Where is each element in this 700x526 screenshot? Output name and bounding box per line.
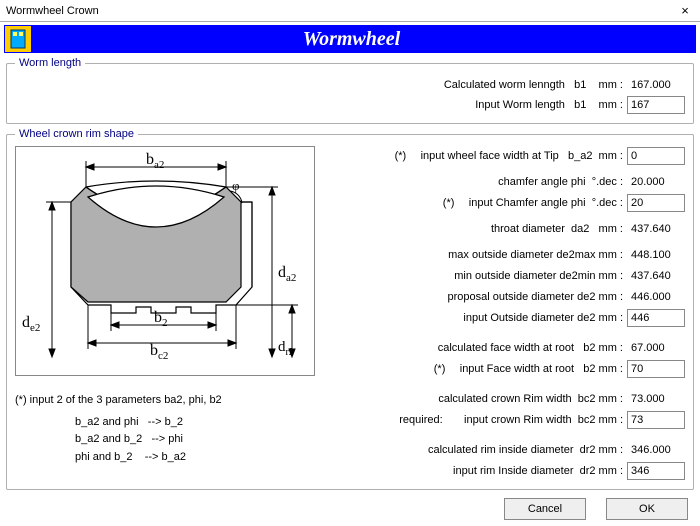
- window-title: Wormwheel Crown: [6, 5, 676, 17]
- rim-inside-dia-field[interactable]: [627, 462, 685, 480]
- input-worm-length-label: Input Worm length b1 mm :: [475, 99, 623, 111]
- hint-line: b_a2 and phi --> b_2: [15, 414, 315, 432]
- param-label: throat diameter da2 mm :: [491, 223, 623, 235]
- star-marker: (*): [443, 197, 465, 209]
- param-label: calculated face width at root b2 mm :: [438, 342, 623, 354]
- svg-text:φ: φ: [232, 178, 240, 193]
- dr2-calc-value: 346.000: [627, 444, 685, 456]
- de2min-value: 437.640: [627, 270, 685, 282]
- window-titlebar: Wormwheel Crown ×: [0, 0, 700, 22]
- param-row: input Outside diameter de2 mm :: [323, 308, 685, 328]
- param-label: calculated rim inside diameter dr2 mm :: [428, 444, 623, 456]
- calc-worm-length-value: 167.000: [627, 79, 685, 91]
- crown-shape-legend: Wheel crown rim shape: [15, 128, 138, 140]
- param-row: min outside diameter de2min mm : 437.640: [323, 266, 685, 286]
- bc2-calc-value: 73.000: [627, 393, 685, 405]
- worm-length-group: Worm length Calculated worm lenngth b1 m…: [6, 57, 694, 124]
- dialog-buttons: Cancel OK: [0, 494, 700, 526]
- chamfer-angle-value: 20.000: [627, 176, 685, 188]
- param-row: required: input crown Rim width bc2 mm :: [323, 410, 685, 430]
- worm-length-legend: Worm length: [15, 57, 85, 69]
- face-width-tip-field[interactable]: [627, 147, 685, 165]
- app-banner: Wormwheel: [4, 25, 696, 53]
- de2-proposal-value: 446.000: [627, 291, 685, 303]
- param-label: max outside diameter de2max mm :: [448, 249, 623, 261]
- param-label: input Face width at root b2 mm :: [460, 363, 623, 375]
- crown-params: (*) input wheel face width at Tip b_a2 m…: [323, 146, 685, 481]
- crown-shape-group: Wheel crown rim shape: [6, 128, 694, 490]
- param-row: chamfer angle phi °.dec : 20.000: [323, 172, 685, 192]
- face-width-root-field[interactable]: [627, 360, 685, 378]
- param-row: max outside diameter de2max mm : 448.100: [323, 245, 685, 265]
- app-name: Wormwheel: [37, 28, 696, 51]
- param-label: required: input crown Rim width bc2 mm :: [399, 414, 623, 426]
- param-row: calculated rim inside diameter dr2 mm : …: [323, 440, 685, 460]
- parameter-hint: (*) input 2 of the 3 parameters ba2, phi…: [15, 392, 315, 466]
- svg-text:ba2: ba2: [146, 151, 164, 171]
- param-label: calculated crown Rim width bc2 mm :: [438, 393, 623, 405]
- svg-text:da2: da2: [278, 264, 296, 284]
- param-label: proposal outside diameter de2 mm :: [448, 291, 623, 303]
- param-row: (*) input wheel face width at Tip b_a2 m…: [323, 146, 685, 166]
- calc-worm-length-label: Calculated worm lenngth b1 mm :: [444, 79, 623, 91]
- param-label: min outside diameter de2min mm :: [454, 270, 623, 282]
- hint-line: b_a2 and b_2 --> phi: [15, 431, 315, 449]
- param-row: proposal outside diameter de2 mm : 446.0…: [323, 287, 685, 307]
- close-icon[interactable]: ×: [676, 3, 694, 18]
- crown-rim-width-field[interactable]: [627, 411, 685, 429]
- param-row: input rim Inside diameter dr2 mm :: [323, 461, 685, 481]
- param-label: input rim Inside diameter dr2 mm :: [453, 465, 623, 477]
- param-row: throat diameter da2 mm : 437.640: [323, 219, 685, 239]
- param-label: input Outside diameter de2 mm :: [463, 312, 623, 324]
- param-row: (*) input Face width at root b2 mm :: [323, 359, 685, 379]
- hint-line: phi and b_2 --> b_a2: [15, 449, 315, 467]
- input-worm-length-field[interactable]: [627, 96, 685, 114]
- svg-text:dr2: dr2: [278, 339, 294, 358]
- star-marker: (*): [395, 150, 417, 162]
- cancel-button[interactable]: Cancel: [504, 498, 586, 520]
- chamfer-angle-field[interactable]: [627, 194, 685, 212]
- b2-calc-value: 67.000: [627, 342, 685, 354]
- param-row: calculated face width at root b2 mm : 67…: [323, 338, 685, 358]
- svg-text:de2: de2: [22, 314, 40, 334]
- throat-dia-value: 437.640: [627, 223, 685, 235]
- param-label: chamfer angle phi °.dec :: [498, 176, 623, 188]
- ok-button[interactable]: OK: [606, 498, 688, 520]
- app-logo-icon: [5, 26, 31, 52]
- outside-dia-field[interactable]: [627, 309, 685, 327]
- de2max-value: 448.100: [627, 249, 685, 261]
- param-row: calculated crown Rim width bc2 mm : 73.0…: [323, 389, 685, 409]
- crown-diagram: ba2 φ b2: [15, 146, 315, 376]
- param-label: input wheel face width at Tip b_a2 mm :: [421, 150, 623, 162]
- param-label: input Chamfer angle phi °.dec :: [469, 197, 623, 209]
- star-marker: (*): [434, 363, 456, 375]
- svg-text:bc2: bc2: [150, 342, 168, 362]
- param-row: (*) input Chamfer angle phi °.dec :: [323, 193, 685, 213]
- hint-title: (*) input 2 of the 3 parameters ba2, phi…: [15, 392, 315, 410]
